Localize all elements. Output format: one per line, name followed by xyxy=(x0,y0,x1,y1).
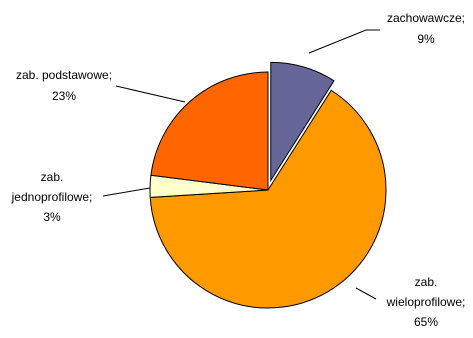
data-label-zab-jednoprofilowe-line-2: jednoprofilowe; xyxy=(11,190,93,204)
leader-line-zab-jednoprofilowe xyxy=(102,187,151,197)
leader-line-zab-wieloprofilowe xyxy=(355,287,377,300)
pie-slice-zab-podstawowe xyxy=(150,71,269,191)
data-label-zab-wieloprofilowe-line-1: zab. xyxy=(415,275,438,289)
pie-slice-zab-wieloprofilowe xyxy=(149,89,387,309)
data-label-zab-jednoprofilowe-line-1: zab. xyxy=(41,170,64,184)
data-label-zab-podstawowe-line-2: 23% xyxy=(52,89,76,103)
data-label-zab-wieloprofilowe-line-3: 65% xyxy=(414,315,438,329)
data-label-zab-podstawowe-line-1: zab. podstawowe; xyxy=(16,68,112,82)
data-label-zab-jednoprofilowe-line-3: 3% xyxy=(43,210,61,224)
data-label-zab-wieloprofilowe-line-2: wieloprofilowe; xyxy=(386,295,466,309)
data-label-zachowawcze-line-1: zachowawcze; xyxy=(387,11,465,25)
pie-slice-zachowawcze xyxy=(270,61,335,183)
data-label-zachowawcze-line-2: 9% xyxy=(417,32,435,46)
leader-line-zachowawcze xyxy=(308,29,380,54)
leader-line-zab-podstawowe xyxy=(115,85,186,103)
